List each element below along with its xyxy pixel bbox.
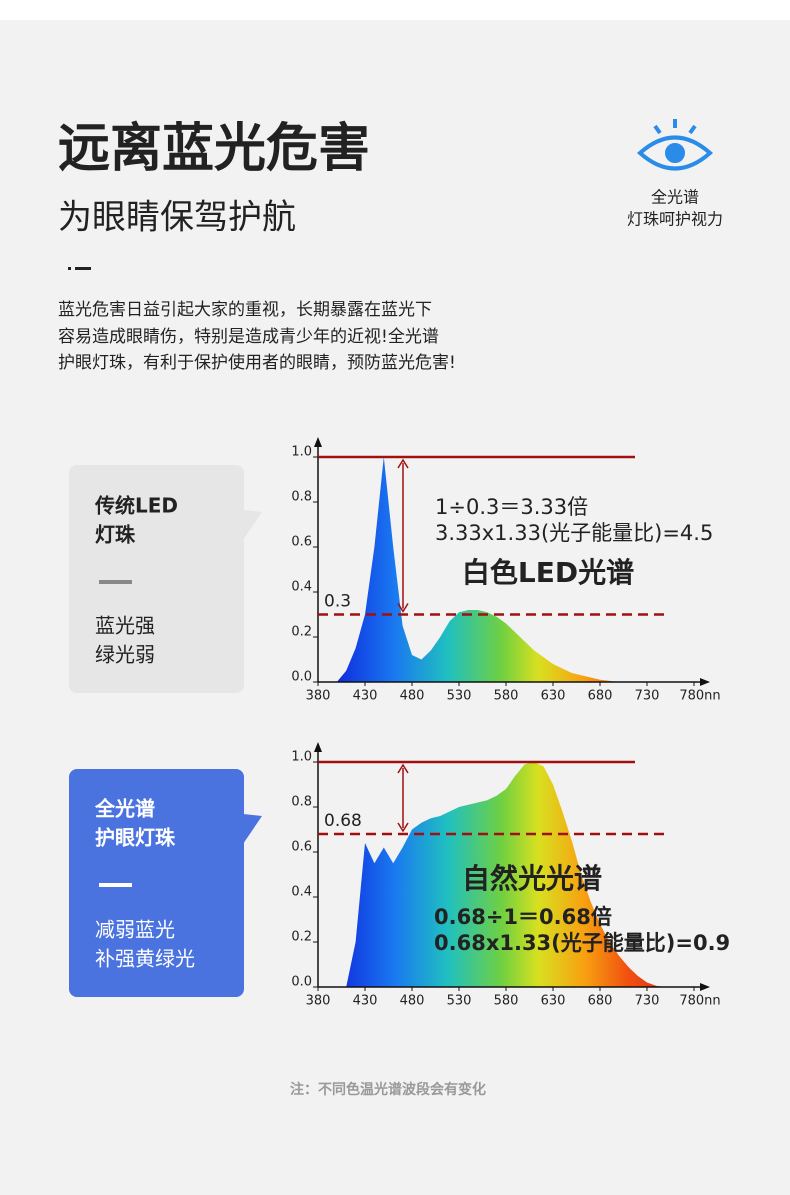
spectrum-area: [336, 457, 619, 682]
x-tick-label: 580: [494, 994, 519, 1009]
intro-line: 护眼灯珠，有利于保护使用者的眼睛，预防蓝光危害!: [58, 352, 456, 373]
x-tick-label: 430: [353, 994, 378, 1009]
eye-icon: [636, 119, 714, 171]
dash: [75, 267, 91, 270]
arrow-head: [397, 603, 409, 613]
y-tick-label: 0.2: [291, 930, 312, 945]
y-tick-label: 0.4: [291, 580, 312, 595]
intro-line: 蓝光危害日益引起大家的重视，长期暴露在蓝光下: [58, 300, 432, 320]
x-tick-label: 680: [588, 689, 613, 704]
y-tick-label: 0.6: [291, 840, 312, 855]
y-tick-label: 0.8: [291, 795, 312, 810]
x-tick-label: 380: [306, 689, 331, 704]
chart-title: 自然光光谱: [462, 862, 602, 895]
card-title: 传统LED: [94, 494, 178, 518]
y-arrow: [314, 437, 322, 447]
intro-line: 容易造成眼睛伤，特别是造成青少年的近视!全光谱: [58, 327, 439, 347]
y-tick-label: 1.0: [291, 445, 312, 460]
x-tick-label: 680: [588, 994, 613, 1009]
dot: [68, 267, 71, 270]
y-tick-label: 0.6: [291, 535, 312, 550]
ref-label: 0.3: [324, 592, 351, 612]
title: 远离蓝光危害: [58, 119, 370, 179]
y-tick-label: 0.0: [291, 670, 312, 685]
x-tick-label: 780nn: [679, 994, 720, 1009]
y-tick-label: 0.4: [291, 885, 312, 900]
x-tick-label: 480: [400, 689, 425, 704]
spectrum-area: [346, 762, 666, 987]
x-tick-label: 430: [353, 689, 378, 704]
annotation: 3.33x1.33(光子能量比)=4.5: [435, 521, 713, 545]
y-tick-label: 1.0: [291, 750, 312, 765]
y-tick-label: 0.0: [291, 975, 312, 990]
badge-line: 全光谱: [651, 188, 699, 207]
arrow-head: [397, 458, 409, 469]
card: 传统LED 灯珠 蓝光强 绿光弱: [69, 465, 262, 693]
y-tick-label: 0.2: [291, 625, 312, 640]
card: 全光谱 护眼灯珠 减弱蓝光 补强黄绿光: [69, 769, 262, 997]
y-tick-label: 0.8: [291, 490, 312, 505]
x-tick-label: 480: [400, 994, 425, 1009]
x-arrow: [700, 678, 710, 686]
annotation: 1÷0.3＝3.33倍: [435, 495, 588, 519]
x-tick-label: 530: [447, 994, 472, 1009]
y-arrow: [314, 742, 322, 752]
x-tick-label: 530: [447, 689, 472, 704]
x-arrow: [700, 983, 710, 991]
chart-title: 白色LED光谱: [462, 556, 634, 589]
arrow-head: [397, 822, 409, 833]
subtitle: 为眼睛保驾护航: [58, 198, 296, 238]
x-tick-label: 780nn: [679, 689, 720, 704]
card-title: 全光谱: [94, 797, 155, 821]
annotation: 0.68÷1＝0.68倍: [434, 905, 612, 929]
card-text: 绿光弱: [95, 643, 155, 667]
annotation: 0.68x1.33(光子能量比)=0.9: [434, 931, 730, 955]
ref-label: 0.68: [324, 811, 362, 831]
x-tick-label: 630: [541, 994, 566, 1009]
x-tick-label: 730: [635, 689, 660, 704]
card-title: 灯珠: [95, 523, 136, 547]
card-title: 护眼灯珠: [95, 826, 176, 850]
x-tick-label: 630: [541, 689, 566, 704]
card-text: 蓝光强: [95, 614, 155, 638]
card-text: 减弱蓝光: [95, 918, 175, 942]
badge-line: 灯珠呵护视力: [627, 210, 723, 229]
x-tick-label: 730: [635, 994, 660, 1009]
top-band: [0, 0, 790, 20]
card-text: 补强黄绿光: [95, 947, 195, 971]
arrow-head: [397, 763, 409, 774]
x-tick-label: 580: [494, 689, 519, 704]
x-tick-label: 380: [306, 994, 331, 1009]
footnote: 注：不同色温光谱波段会有变化: [290, 1081, 486, 1098]
